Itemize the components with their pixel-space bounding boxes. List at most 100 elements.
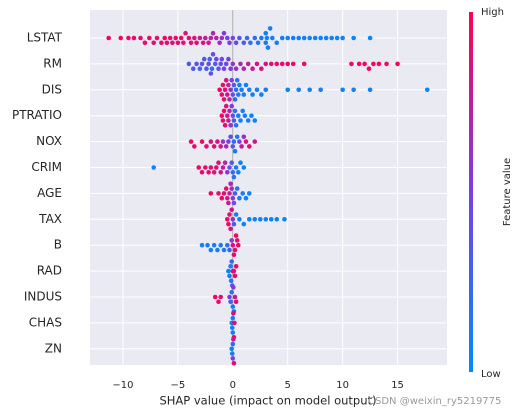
dot xyxy=(296,87,302,93)
dot xyxy=(230,144,236,149)
dot xyxy=(206,170,211,175)
dot xyxy=(230,35,236,41)
dot xyxy=(197,66,203,71)
dot xyxy=(227,191,232,196)
dot xyxy=(237,195,242,201)
dot xyxy=(212,61,218,67)
dot xyxy=(223,144,229,149)
dot xyxy=(218,61,224,67)
dot xyxy=(223,61,229,67)
dot xyxy=(367,87,373,93)
dot xyxy=(274,61,280,67)
dot xyxy=(206,61,211,67)
dot xyxy=(371,61,376,67)
dot xyxy=(241,221,247,227)
dot xyxy=(178,35,184,41)
dot xyxy=(217,87,222,93)
dot xyxy=(225,195,230,201)
dot xyxy=(245,118,251,123)
dot xyxy=(307,35,312,41)
dot xyxy=(215,139,220,144)
dot xyxy=(238,118,243,123)
dot xyxy=(234,186,240,191)
dot xyxy=(196,165,202,170)
y-tick-label: CRIM xyxy=(31,160,62,174)
dot xyxy=(231,139,237,144)
dot xyxy=(225,113,230,118)
dot xyxy=(231,118,237,123)
dot xyxy=(267,26,273,31)
dot xyxy=(197,35,203,41)
dot xyxy=(252,217,258,222)
dot xyxy=(106,35,111,41)
y-tick-label: RAD xyxy=(37,264,62,278)
dot xyxy=(211,144,217,149)
dot xyxy=(151,40,157,46)
dot xyxy=(274,217,280,222)
dot xyxy=(248,40,253,46)
dot xyxy=(227,247,232,253)
x-tick-label: −5 xyxy=(171,380,186,391)
dot xyxy=(223,186,229,191)
dot xyxy=(232,273,238,279)
dot xyxy=(263,40,269,46)
dot xyxy=(229,207,235,212)
dot xyxy=(367,35,373,41)
dot xyxy=(242,113,248,118)
dot xyxy=(229,351,235,356)
dot xyxy=(206,40,211,46)
dot xyxy=(238,61,243,67)
dot xyxy=(227,108,232,114)
dot xyxy=(216,160,221,165)
dot xyxy=(395,61,400,67)
dot xyxy=(231,360,237,366)
dot xyxy=(334,35,340,41)
dot xyxy=(235,170,241,175)
dot xyxy=(318,35,323,41)
dot xyxy=(201,56,207,62)
dot xyxy=(240,191,245,196)
dot xyxy=(232,97,238,102)
dot xyxy=(218,144,224,149)
dot xyxy=(216,191,221,196)
y-tick-label: CHAS xyxy=(29,315,62,329)
dot xyxy=(230,61,236,67)
dot xyxy=(230,242,236,248)
dot xyxy=(241,92,247,97)
dot xyxy=(229,325,235,331)
dot xyxy=(228,123,233,128)
dot xyxy=(232,148,238,154)
dot xyxy=(384,61,389,67)
dot xyxy=(233,165,239,170)
dot xyxy=(246,144,252,149)
dot xyxy=(228,226,233,232)
dot xyxy=(219,56,225,62)
dot xyxy=(323,35,329,41)
dot xyxy=(221,191,227,196)
dot xyxy=(356,61,362,67)
dot xyxy=(268,217,274,222)
dot xyxy=(255,40,261,46)
dot xyxy=(200,40,206,46)
dot xyxy=(231,174,237,180)
dot xyxy=(424,87,430,93)
dot xyxy=(232,191,238,196)
dot xyxy=(252,139,258,144)
dot xyxy=(222,123,228,128)
dot xyxy=(235,242,241,248)
dot xyxy=(228,264,233,269)
dot xyxy=(221,66,227,71)
dot xyxy=(231,200,237,206)
dot xyxy=(138,35,143,41)
dot xyxy=(147,35,152,41)
dot xyxy=(246,87,252,93)
dot xyxy=(229,77,235,83)
dot xyxy=(203,165,208,170)
dot xyxy=(282,217,287,222)
dot xyxy=(230,315,236,321)
dot xyxy=(376,61,382,67)
dot xyxy=(249,113,254,118)
dot xyxy=(208,139,214,144)
y-tick-label: NOX xyxy=(36,134,62,148)
dot xyxy=(241,40,247,46)
